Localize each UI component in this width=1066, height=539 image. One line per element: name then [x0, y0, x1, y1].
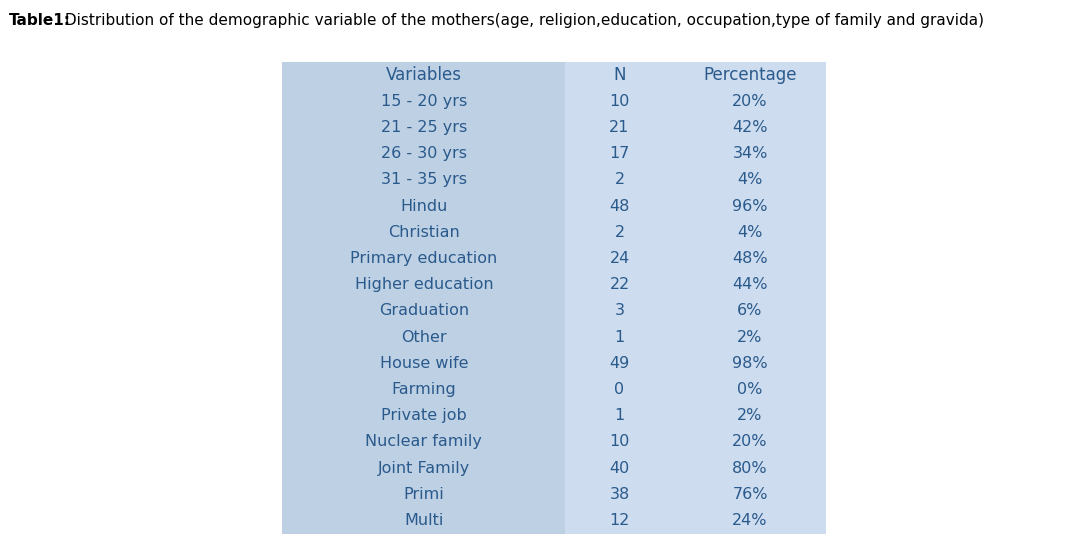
Text: 98%: 98%	[732, 356, 768, 371]
Text: 40: 40	[610, 461, 630, 475]
Text: Higher education: Higher education	[355, 277, 494, 292]
Text: Other: Other	[401, 330, 447, 344]
Text: 49: 49	[610, 356, 630, 371]
Text: 42%: 42%	[732, 120, 768, 135]
Text: 10: 10	[610, 434, 630, 450]
Text: 96%: 96%	[732, 198, 768, 213]
Text: Multi: Multi	[404, 513, 443, 528]
Text: 22: 22	[610, 277, 630, 292]
Text: Nuclear family: Nuclear family	[366, 434, 482, 450]
Bar	[282, 62, 826, 534]
Text: Hindu: Hindu	[400, 198, 448, 213]
Text: 1: 1	[614, 330, 625, 344]
Text: 48%: 48%	[732, 251, 768, 266]
Text: 80%: 80%	[732, 461, 768, 475]
Text: 4%: 4%	[738, 172, 763, 188]
Text: Percentage: Percentage	[704, 66, 796, 84]
Text: 12: 12	[610, 513, 630, 528]
Text: 15 - 20 yrs: 15 - 20 yrs	[381, 94, 467, 109]
Text: Farming: Farming	[391, 382, 456, 397]
Text: 24: 24	[610, 251, 630, 266]
Text: 10: 10	[610, 94, 630, 109]
Text: Primary education: Primary education	[351, 251, 498, 266]
Text: 2: 2	[614, 225, 625, 240]
Text: 2%: 2%	[738, 408, 763, 423]
Text: 2: 2	[614, 172, 625, 188]
Text: 44%: 44%	[732, 277, 768, 292]
Text: Variables: Variables	[386, 66, 462, 84]
Text: 26 - 30 yrs: 26 - 30 yrs	[381, 146, 467, 161]
Text: 1: 1	[614, 408, 625, 423]
Text: Private job: Private job	[381, 408, 467, 423]
Text: Christian: Christian	[388, 225, 459, 240]
Text: 2%: 2%	[738, 330, 763, 344]
Text: 48: 48	[610, 198, 630, 213]
Text: 6%: 6%	[738, 303, 763, 319]
Text: 76%: 76%	[732, 487, 768, 502]
Text: 31 - 35 yrs: 31 - 35 yrs	[381, 172, 467, 188]
Text: Primi: Primi	[403, 487, 445, 502]
Text: Table1:: Table1:	[9, 13, 70, 29]
Text: Graduation: Graduation	[378, 303, 469, 319]
Text: 24%: 24%	[732, 513, 768, 528]
Text: 38: 38	[610, 487, 630, 502]
Text: 3: 3	[615, 303, 625, 319]
Text: 0: 0	[614, 382, 625, 397]
Text: N: N	[613, 66, 626, 84]
Bar	[565, 62, 826, 534]
Text: 4%: 4%	[738, 225, 763, 240]
Text: 21 - 25 yrs: 21 - 25 yrs	[381, 120, 467, 135]
Text: House wife: House wife	[379, 356, 468, 371]
Text: 21: 21	[610, 120, 630, 135]
Text: 20%: 20%	[732, 94, 768, 109]
Text: Distribution of the demographic variable of the mothers(age, religion,education,: Distribution of the demographic variable…	[60, 13, 984, 29]
Text: Joint Family: Joint Family	[377, 461, 470, 475]
Text: 17: 17	[610, 146, 630, 161]
Text: 34%: 34%	[732, 146, 768, 161]
Text: 20%: 20%	[732, 434, 768, 450]
Text: 0%: 0%	[738, 382, 763, 397]
